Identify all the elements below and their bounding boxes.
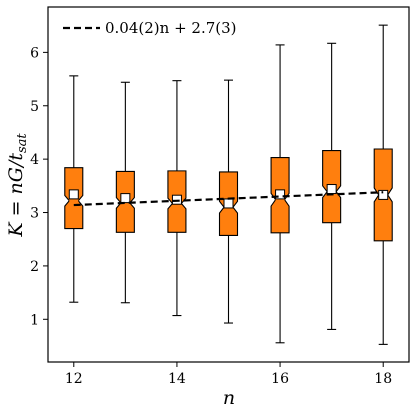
axes-frame xyxy=(47,6,410,363)
x-axis: 12 14 16 18 xyxy=(65,362,392,387)
y-axis-title-subscript: sat xyxy=(15,133,30,153)
x-tick-label-16: 16 xyxy=(271,371,289,387)
box-group-n14 xyxy=(167,80,187,317)
x-axis-title: n xyxy=(223,387,235,409)
mean-marker xyxy=(223,198,234,209)
y-tick-label-2: 2 xyxy=(30,259,39,275)
y-tick-label-1: 1 xyxy=(30,312,39,328)
legend-fit-label: 0.04(2)n + 2.7(3) xyxy=(105,19,237,37)
y-tick-label-4: 4 xyxy=(30,152,39,168)
mean-marker xyxy=(275,189,286,200)
box-group-n13 xyxy=(115,81,135,304)
y-axis-title-main: K = nG/t xyxy=(5,153,27,238)
y-tick-label-5: 5 xyxy=(30,99,39,115)
box-group-n12 xyxy=(64,75,84,303)
fit-line xyxy=(73,191,384,207)
mean-marker xyxy=(68,189,79,200)
box-group-n16 xyxy=(270,44,290,344)
box-group-n15 xyxy=(218,79,239,324)
legend: 0.04(2)n + 2.7(3) xyxy=(63,19,237,37)
x-tick-label-18: 18 xyxy=(374,371,392,387)
plot-area xyxy=(64,24,393,345)
box-group-n18 xyxy=(373,24,393,345)
mean-marker xyxy=(120,193,131,204)
box-group-n17 xyxy=(322,42,342,330)
mean-marker xyxy=(378,189,389,200)
y-axis: 1 2 3 4 5 6 xyxy=(30,45,48,328)
y-axis-title: K = nG/tsat xyxy=(5,133,30,238)
x-tick-label-12: 12 xyxy=(65,371,83,387)
y-tick-label-3: 3 xyxy=(30,206,39,222)
x-tick-label-14: 14 xyxy=(168,371,186,387)
mean-marker xyxy=(326,184,337,195)
y-tick-label-6: 6 xyxy=(30,45,39,61)
